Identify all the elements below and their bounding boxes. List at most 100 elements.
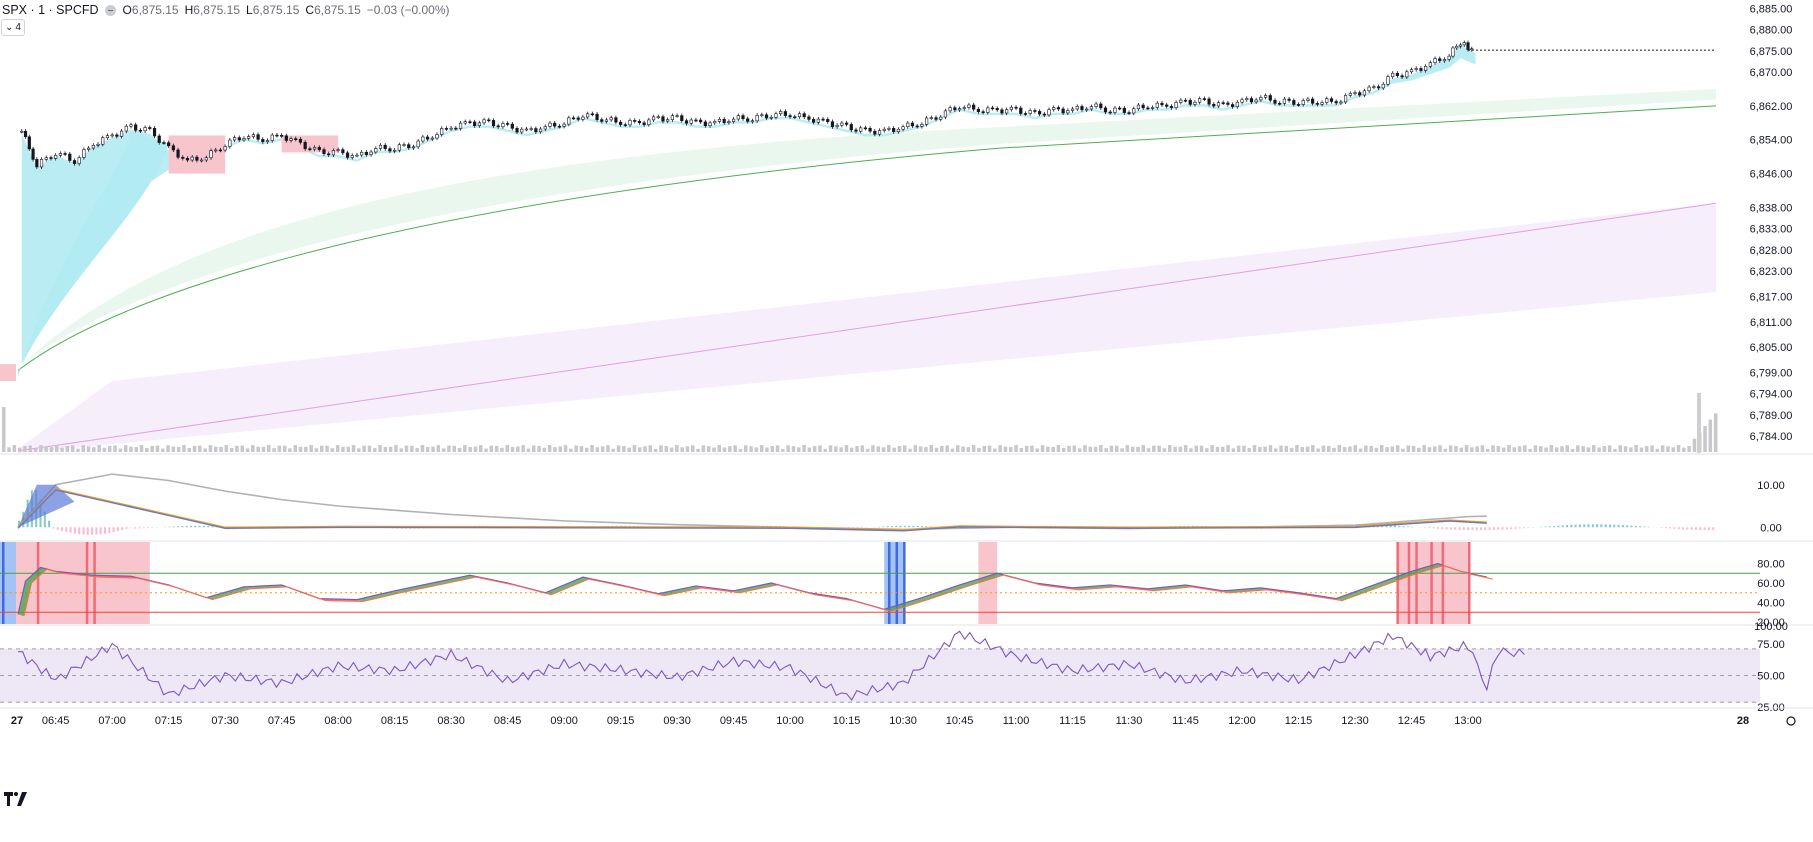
- stoch-signal-bar-0: [37, 542, 40, 624]
- candle-body: [389, 149, 392, 151]
- candle-body: [205, 158, 208, 160]
- macd-histogram-bar: [1605, 524, 1607, 527]
- volume-bar: [1587, 447, 1591, 452]
- volume-bar: [972, 445, 976, 452]
- candle-body: [1217, 103, 1220, 106]
- volume-bar: [1438, 445, 1442, 452]
- candle-body: [1071, 109, 1074, 111]
- time-axis-label-19: 11:15: [1059, 715, 1086, 727]
- candle-body: [1147, 108, 1150, 109]
- candle-body: [718, 119, 721, 121]
- volume-bar: [347, 447, 351, 452]
- macd-histogram-bar: [1514, 527, 1516, 529]
- macd-histogram-bar: [1622, 525, 1624, 527]
- macd-histogram-bar: [151, 527, 153, 528]
- volume-bar: [1714, 413, 1718, 452]
- candle-body: [1373, 87, 1376, 88]
- candle-body: [229, 140, 232, 146]
- volume-bar: [786, 445, 790, 452]
- candle-body: [930, 118, 933, 119]
- time-axis-label-13: 09:45: [720, 715, 748, 727]
- candle-body: [789, 116, 792, 117]
- macd-histogram-bar: [1712, 527, 1714, 530]
- volume-bar: [1396, 445, 1400, 452]
- candle-body: [1396, 73, 1399, 75]
- volume-bar: [1380, 445, 1384, 452]
- candle-body: [568, 118, 571, 124]
- volume-bar: [92, 447, 96, 452]
- volume-bar: [1099, 445, 1103, 452]
- candle-body: [1180, 100, 1183, 102]
- candle-body: [1005, 110, 1008, 113]
- volume-bar: [776, 445, 780, 452]
- volume-bar: [463, 445, 467, 452]
- candle-body: [1288, 99, 1291, 100]
- volume-bar: [797, 447, 801, 452]
- volume-bar: [760, 445, 764, 452]
- candle-body: [101, 138, 104, 145]
- candle-body: [1387, 77, 1390, 84]
- volume-bar: [468, 447, 472, 452]
- volume-bar: [177, 447, 181, 452]
- volume-bar: [1624, 446, 1628, 452]
- open-value: 6,875.15: [132, 3, 179, 17]
- candle-body: [365, 152, 368, 154]
- market-status-icon[interactable]: [105, 5, 116, 16]
- candle-body: [1260, 97, 1263, 100]
- candle-body: [544, 126, 547, 129]
- macd-histogram-bar: [882, 526, 884, 527]
- stoch-fill-seg: [922, 585, 966, 600]
- candle-body: [1236, 102, 1239, 106]
- candle-body: [139, 130, 142, 131]
- time-axis-label-21: 11:45: [1172, 715, 1199, 727]
- candle-body: [36, 159, 39, 167]
- volume-bar: [1195, 446, 1199, 452]
- rsi-axis-tick-0: 100.00: [1754, 621, 1788, 633]
- candle-body: [1184, 100, 1187, 101]
- candle-body: [214, 150, 217, 151]
- volume-bar: [818, 445, 822, 452]
- candle-body: [996, 108, 999, 109]
- symbol-title[interactable]: SPX · 1 · SPCFD: [2, 3, 99, 17]
- macd-histogram-bar: [1428, 527, 1430, 528]
- volume-bar: [1460, 448, 1464, 452]
- candle-body: [1452, 48, 1455, 56]
- stoch-overbought-zone-0: [16, 542, 150, 624]
- settings-gear-icon[interactable]: [1787, 717, 1795, 725]
- volume-bar: [834, 446, 838, 452]
- stoch-signal-bar-8: [1468, 542, 1471, 624]
- volume-bar: [1539, 446, 1543, 452]
- indicators-collapse-button[interactable]: ⌄ 4: [1, 19, 25, 36]
- volume-bar: [892, 448, 896, 452]
- candle-body: [1048, 110, 1051, 115]
- candle-body: [346, 153, 349, 158]
- price-axis-tick-1: 6,880.00: [1750, 25, 1793, 37]
- volume-bar: [1237, 446, 1241, 452]
- candle-body: [1222, 103, 1225, 104]
- volume-bar: [930, 445, 934, 452]
- volume-bar: [596, 447, 600, 452]
- price-axis-tick-10: 6,823.00: [1750, 266, 1793, 278]
- volume-bar: [1523, 445, 1527, 452]
- volume-bar: [288, 448, 292, 452]
- macd-histogram-bar: [1665, 527, 1667, 528]
- macd-histogram-bar: [95, 527, 97, 534]
- tradingview-logo-icon[interactable]: [4, 792, 28, 806]
- change-value: −0.03 (−0.00%): [367, 3, 450, 17]
- candle-body: [1255, 100, 1258, 102]
- volume-bar: [124, 445, 128, 452]
- candle-body: [337, 150, 340, 151]
- volume-bar: [1348, 446, 1352, 452]
- volume-bar: [1391, 446, 1395, 452]
- macd-histogram-bar: [190, 526, 192, 527]
- volume-bar: [1343, 447, 1347, 452]
- macd-line: [18, 490, 1487, 531]
- candle-body: [177, 150, 180, 157]
- candle-body: [624, 125, 627, 126]
- macd-histogram-bar: [900, 526, 902, 527]
- macd-histogram-bar: [108, 527, 110, 533]
- volume-bar: [437, 445, 441, 452]
